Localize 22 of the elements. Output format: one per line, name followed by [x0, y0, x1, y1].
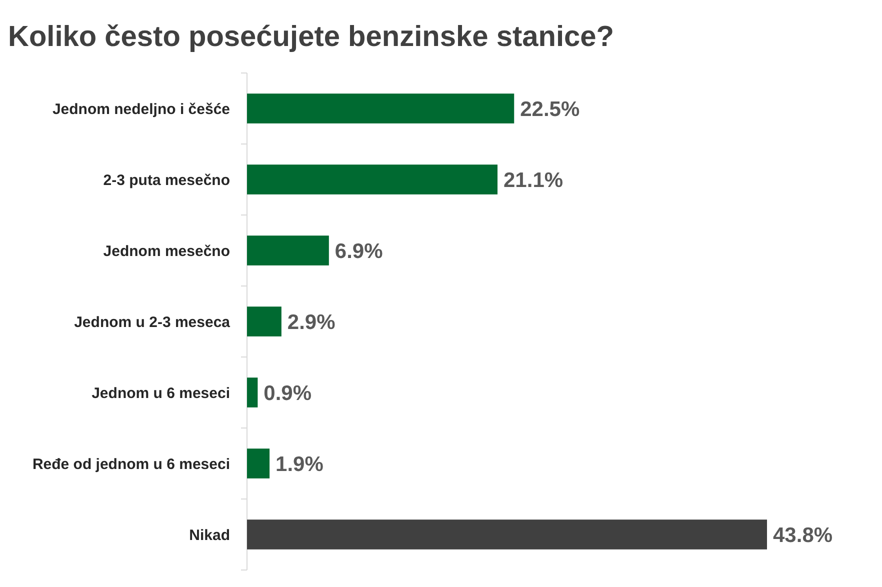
- bar: [247, 378, 258, 408]
- y-tick-label: Jednom nedeljno i češće: [52, 100, 230, 118]
- bar: [247, 236, 329, 266]
- y-tick-label: 2-3 puta mesečno: [103, 172, 230, 189]
- y-tick-label: Jednom u 2-3 meseca: [74, 314, 231, 331]
- data-label: 21.1%: [504, 168, 564, 192]
- bar: [247, 94, 514, 124]
- y-tick-label: Nikad: [189, 526, 230, 544]
- bar: [247, 164, 498, 194]
- bar: [247, 520, 767, 550]
- bar: [247, 306, 282, 336]
- y-tick-label: Jednom u 6 meseci: [92, 384, 230, 402]
- data-label: 1.9%: [276, 452, 324, 476]
- y-tick-label: Jednom mesečno: [103, 242, 230, 260]
- bar: [247, 448, 270, 478]
- data-label: 6.9%: [334, 240, 384, 263]
- data-label: 43.8%: [773, 524, 833, 547]
- y-tick-label: Ređe od jednom u 6 meseci: [32, 456, 230, 473]
- data-label: 0.9%: [264, 382, 312, 405]
- data-label: 22.5%: [520, 98, 580, 121]
- data-label: 2.9%: [287, 310, 336, 334]
- chart-title: Koliko često posećujete benzinske stanice?: [8, 21, 614, 53]
